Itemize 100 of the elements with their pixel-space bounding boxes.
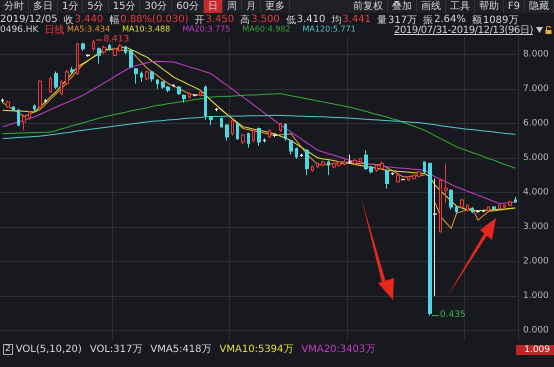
series-label: MA10:3.488 [122, 24, 170, 34]
text: 2019/12/05 [0, 14, 58, 25]
candlestick [17, 108, 20, 127]
line-series [2, 114, 516, 140]
candlestick [508, 200, 512, 207]
candlestick [396, 174, 400, 184]
candlestick [348, 154, 352, 164]
candlestick [193, 94, 197, 97]
candlestick [359, 157, 362, 164]
text: 2019/07/31-2019/12/13(96日) [394, 24, 533, 37]
text: MA60:4.982 [242, 24, 291, 34]
candlestick [498, 204, 501, 210]
text: VOL(5,10,20) [16, 344, 82, 354]
candlestick [279, 122, 282, 132]
text: 开 [194, 14, 204, 26]
candlestick [407, 175, 410, 182]
text: 2.64% [434, 14, 466, 25]
text: 周 [222, 0, 242, 13]
candlestick [439, 178, 442, 233]
candlestick [460, 198, 464, 208]
y-tick-label: 8.000 [523, 49, 550, 60]
candlestick [353, 158, 357, 166]
text: 振 [423, 14, 434, 26]
candlestick [289, 139, 293, 155]
candlestick [252, 128, 255, 143]
candlestick [273, 133, 277, 138]
text: 0496.HK [0, 25, 38, 35]
y-tick-label: 4.000 [523, 187, 550, 198]
candlestick [247, 132, 250, 148]
candlestick [1, 98, 4, 104]
text: MA120:5.771 [302, 24, 356, 34]
candlestick [401, 178, 405, 181]
text: 更多 [260, 0, 290, 13]
candlestick [108, 43, 111, 52]
y-tick-label: 3.000 [523, 222, 550, 232]
text: 0.88%(0.030) [120, 14, 188, 25]
text: 额 [472, 14, 482, 26]
candlestick [375, 164, 378, 172]
text: 幅 [109, 14, 120, 26]
y-tick-label: 7.000 [523, 84, 550, 94]
candlestick [134, 68, 138, 84]
y-tick-label: 1.000 [523, 291, 550, 302]
candlestick [236, 121, 239, 140]
candlestick [204, 84, 207, 120]
text: VMA20:3403万 [301, 343, 376, 356]
candlestick [257, 127, 261, 146]
text: 量 [377, 14, 388, 26]
candlestick [514, 196, 517, 204]
text: 3.440 [74, 14, 104, 25]
candlestick [22, 114, 26, 131]
candlestick [86, 54, 90, 58]
candlestick [6, 100, 10, 108]
series-label: MA5:3.434 [67, 24, 110, 34]
candlestick [199, 90, 202, 97]
candlestick [28, 110, 31, 120]
text: F9 [504, 0, 525, 13]
candlestick [209, 116, 213, 126]
candlestick [182, 94, 186, 104]
candlestick [124, 45, 127, 55]
candlestick [433, 178, 437, 297]
candlestick [215, 107, 218, 112]
text: VMA10:5394万 [220, 343, 294, 356]
candlestick [129, 48, 133, 69]
y-tick-label: 2.000 [523, 256, 550, 267]
text: 30分 [140, 0, 172, 13]
candlestick [284, 122, 287, 142]
text: 日线 [44, 24, 64, 37]
text: 叠加 [388, 0, 417, 13]
candlestick [268, 129, 271, 138]
candlestick [102, 45, 106, 55]
candlestick [220, 116, 223, 128]
candlestick [471, 206, 474, 214]
y-tick-label: 5.000 [523, 152, 550, 163]
candlestick [503, 204, 506, 208]
text: 日 [204, 0, 223, 13]
candlestick [466, 204, 469, 212]
candlestick [156, 78, 159, 90]
candlestick [300, 153, 303, 158]
candlestick [385, 168, 389, 190]
candlestick [38, 80, 42, 108]
candlestick [311, 165, 314, 172]
candlestick [487, 206, 490, 212]
text: 1分 [58, 0, 84, 13]
candlestick [12, 106, 15, 112]
text: 1089万 [482, 14, 518, 26]
candlestick [76, 42, 79, 76]
candlestick [482, 209, 485, 213]
candlestick [188, 92, 191, 99]
candlestick [81, 42, 85, 52]
candlestick [321, 160, 325, 168]
candlestick [70, 66, 74, 74]
candlestick [54, 71, 58, 90]
candlestick [97, 46, 101, 64]
y-tick-label: 6.000 [523, 118, 550, 128]
candlestick [444, 162, 448, 204]
candlestick [316, 162, 319, 169]
text: 分时 [0, 0, 29, 13]
candlestick [172, 83, 175, 88]
candlestick [295, 147, 298, 160]
text: VOL:317万 [90, 343, 142, 356]
